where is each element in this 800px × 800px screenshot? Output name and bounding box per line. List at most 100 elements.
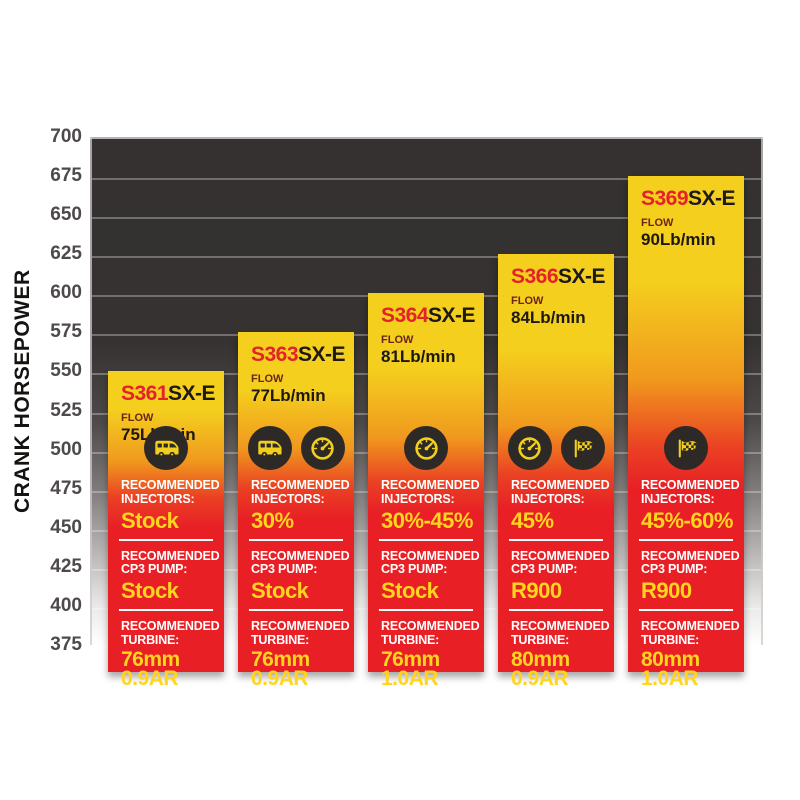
- cp3-pump-label: RECOMMENDED CP3 PUMP:: [511, 548, 610, 577]
- y-axis-tick-label: 500: [50, 438, 82, 460]
- turbine-value: 76mm 1.0AR: [368, 647, 484, 691]
- divider: [379, 609, 473, 611]
- y-axis-tick-label: 375: [50, 634, 82, 655]
- flow-value: 81Lb/min: [381, 347, 456, 367]
- model-suffix: SX-E: [558, 265, 606, 289]
- divider: [249, 538, 343, 541]
- flow-value: 84Lb/min: [511, 308, 586, 328]
- cp3-pump-label: RECOMMENDED CP3 PUMP:: [121, 548, 220, 577]
- bar-specs: RECOMMENDED INJECTORS: 30% RECOMMENDED C…: [238, 426, 354, 689]
- turbine-size: 76mm: [251, 647, 310, 671]
- turbine-size: 76mm: [381, 647, 440, 671]
- model-name: S363SX-E: [251, 343, 346, 367]
- y-axis-tick-label: 650: [50, 204, 82, 226]
- model-name: S369SX-E: [641, 187, 736, 211]
- injectors-value: 30%: [251, 507, 294, 533]
- turbine-size: 80mm: [641, 647, 700, 671]
- bar-header: S369SX-E FLOW 90Lb/min: [628, 176, 744, 250]
- flow-label: FLOW: [251, 373, 284, 386]
- turbine-ar: 1.0AR: [381, 667, 439, 691]
- flow-label: FLOW: [381, 334, 414, 347]
- icon-row: [628, 426, 744, 470]
- divider: [119, 538, 213, 541]
- divider: [639, 538, 733, 541]
- turbine-ar: 0.9AR: [251, 667, 309, 691]
- turbine-label: RECOMMENDED TURBINE:: [251, 619, 350, 647]
- model-suffix: SX-E: [688, 187, 736, 211]
- model-suffix: SX-E: [428, 304, 476, 328]
- cp3-pump-label: RECOMMENDED CP3 PUMP:: [641, 548, 740, 577]
- bar-specs: RECOMMENDED INJECTORS: 45%-60% RECOMMEND…: [628, 426, 744, 689]
- divider: [249, 609, 343, 611]
- cp3-pump-value: Stock: [121, 578, 179, 603]
- divider: [379, 538, 473, 541]
- model-name: S361SX-E: [121, 382, 216, 406]
- gauge-icon: [300, 426, 345, 470]
- model-name: S364SX-E: [381, 304, 476, 328]
- cp3-pump-value: R900: [641, 578, 692, 603]
- bar-specs: RECOMMENDED INJECTORS: 30%-45% RECOMMEND…: [368, 426, 484, 689]
- bar-s363sx-e: S363SX-E FLOW 77Lb/min RECOMMENDED INJEC…: [238, 332, 354, 689]
- flag-icon: [664, 426, 708, 470]
- y-axis-tick-label: 575: [50, 321, 82, 343]
- cp3-pump-label: RECOMMENDED CP3 PUMP:: [381, 548, 480, 577]
- flow-value: 77Lb/min: [251, 386, 326, 406]
- injectors-label: RECOMMENDED INJECTORS:: [511, 478, 610, 506]
- injectors-label: RECOMMENDED INJECTORS:: [121, 478, 220, 506]
- model-suffix: SX-E: [168, 382, 216, 406]
- flag-icon: [560, 426, 605, 470]
- turbine-ar: 0.9AR: [121, 667, 179, 691]
- divider: [639, 609, 733, 611]
- turbine-ar: 0.9AR: [511, 667, 569, 691]
- injectors-label: RECOMMENDED INJECTORS:: [381, 478, 480, 506]
- y-axis-tick-label: 525: [50, 399, 82, 421]
- bar-specs: RECOMMENDED INJECTORS: 45% RECOMMENDED C…: [498, 426, 614, 689]
- injectors-value: 45%: [511, 507, 554, 533]
- icon-row: [498, 426, 614, 470]
- cp3-pump-value: R900: [511, 578, 562, 603]
- turbine-value: 80mm 1.0AR: [628, 647, 744, 691]
- model-name: S366SX-E: [511, 265, 606, 289]
- turbine-size: 80mm: [511, 647, 570, 671]
- turbine-value: 76mm 0.9AR: [238, 647, 354, 691]
- bar-s369sx-e: S369SX-E FLOW 90Lb/min RECOMMENDED INJEC…: [628, 176, 744, 689]
- bar-header: S366SX-E FLOW 84Lb/min: [498, 254, 614, 328]
- y-axis-tick-label: 675: [50, 165, 82, 187]
- injectors-value: 30%-45%: [381, 507, 473, 533]
- gridline: [92, 217, 761, 220]
- cp3-pump-value: Stock: [251, 578, 309, 603]
- bar-s361sx-e: S361SX-E FLOW 75Lb/min RECOMMENDED INJEC…: [108, 371, 224, 689]
- model-prefix: S363: [251, 343, 299, 367]
- gauge-icon: [404, 426, 448, 470]
- flow-value: 90Lb/min: [641, 230, 716, 250]
- turbine-ar: 1.0AR: [641, 667, 699, 691]
- bar-header: S364SX-E FLOW 81Lb/min: [368, 293, 484, 367]
- model-prefix: S364: [381, 304, 429, 328]
- gridline: [92, 256, 761, 259]
- divider: [509, 538, 603, 541]
- turbine-label: RECOMMENDED TURBINE:: [511, 619, 610, 647]
- turbine-label: RECOMMENDED TURBINE:: [121, 619, 220, 647]
- y-axis-tick-label: 425: [50, 555, 82, 577]
- y-axis-tick-label: 550: [50, 360, 82, 382]
- bar-s366sx-e: S366SX-E FLOW 84Lb/min RECOMMENDED INJEC…: [498, 254, 614, 689]
- model-prefix: S366: [511, 265, 559, 289]
- model-prefix: S361: [121, 382, 169, 406]
- bar-s364sx-e: S364SX-E FLOW 81Lb/min RECOMMENDED INJEC…: [368, 293, 484, 689]
- bar-header: S363SX-E FLOW 77Lb/min: [238, 332, 354, 406]
- rv-icon: [247, 426, 292, 470]
- gridline: [92, 178, 761, 181]
- divider: [509, 609, 603, 611]
- turbine-value: 76mm 0.9AR: [108, 649, 224, 691]
- y-axis-tick-label: 625: [50, 243, 82, 265]
- turbine-label: RECOMMENDED TURBINE:: [381, 619, 480, 647]
- turbine-label: RECOMMENDED TURBINE:: [641, 619, 740, 647]
- bar-specs: RECOMMENDED INJECTORS: Stock RECOMMENDED…: [108, 426, 224, 689]
- injectors-label: RECOMMENDED INJECTORS:: [641, 478, 740, 506]
- rv-icon: [144, 426, 188, 470]
- cp3-pump-value: Stock: [381, 578, 439, 603]
- icon-row: [238, 426, 354, 470]
- flow-label: FLOW: [121, 412, 154, 425]
- flow-label: FLOW: [511, 295, 544, 308]
- injectors-value: Stock: [121, 507, 179, 533]
